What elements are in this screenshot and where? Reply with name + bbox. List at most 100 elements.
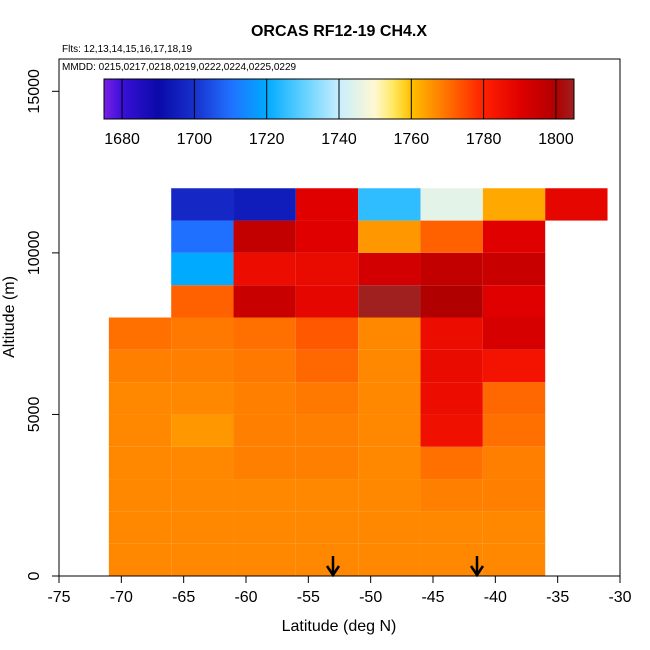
heatmap-cell [482, 382, 546, 415]
heatmap-cell [233, 543, 296, 576]
heatmap-cell [171, 285, 234, 318]
colorbar-tick-label: 1800 [538, 131, 574, 148]
heatmap-cell [420, 414, 483, 447]
heatmap-cells [108, 188, 608, 576]
heatmap-cell [420, 543, 483, 576]
heatmap-cell [295, 220, 359, 253]
heatmap-cell [171, 543, 234, 576]
heatmap-cell [358, 317, 421, 350]
colorbar-tick-label: 1740 [321, 131, 357, 148]
y-tick-label: 0 [26, 571, 43, 580]
heatmap-cell [482, 543, 546, 576]
heatmap-cell [295, 285, 359, 318]
heatmap-cell [482, 479, 546, 512]
heatmap-cell [108, 382, 172, 415]
heatmap-cell [233, 220, 296, 253]
heatmap-cell [420, 511, 483, 544]
heatmap-cell [108, 511, 172, 544]
heatmap-cell [295, 317, 359, 350]
x-tick-label: -30 [608, 589, 631, 606]
heatmap-cell [295, 511, 359, 544]
x-tick-label: -40 [484, 589, 507, 606]
heatmap-cell [358, 543, 421, 576]
heatmap-cell [358, 220, 421, 253]
heatmap-cell [358, 446, 421, 480]
arrow-markers [325, 556, 485, 578]
heatmap-cell [108, 543, 172, 576]
x-tick-label: -55 [297, 589, 320, 606]
heatmap-cell [171, 349, 234, 383]
heatmap-cell [108, 349, 172, 383]
heatmap-cell [233, 382, 296, 415]
arrow-marker [325, 556, 341, 578]
heatmap-cell [358, 382, 421, 415]
heatmap-cell [108, 414, 172, 447]
heatmap-cell [295, 479, 359, 512]
heatmap-cell [545, 188, 608, 221]
y-tick-label: 10000 [26, 231, 43, 276]
heatmap-cell [295, 382, 359, 415]
heatmap-cell [420, 252, 483, 286]
heatmap-cell [482, 285, 546, 318]
heatmap-cell [108, 317, 172, 350]
heatmap-cell [482, 349, 546, 383]
heatmap-cell [171, 220, 234, 253]
heatmap-cell [482, 511, 546, 544]
heatmap-cell [482, 220, 546, 253]
heatmap-cell [420, 382, 483, 415]
chart-title: ORCAS RF12-19 CH4.X [251, 23, 427, 40]
heatmap-cell [108, 446, 172, 480]
colorbar: 1680 1700 1720 1740 1760 1780 1800 [103, 78, 575, 148]
heatmap-cell [482, 317, 546, 350]
heatmap-cell [171, 446, 234, 480]
heatmap-cell [420, 317, 483, 350]
heatmap-cell [358, 188, 421, 221]
heatmap-cell [233, 479, 296, 512]
heatmap-cell [420, 188, 483, 221]
heatmap-cell [420, 220, 483, 253]
heatmap-cell [358, 414, 421, 447]
y-tick-label: 5000 [26, 397, 43, 433]
dates-note: MMDD: 0215,0217,0218,0219,0222,0224,0225… [62, 62, 297, 73]
heatmap-cell [482, 188, 546, 221]
arrow-marker [469, 556, 485, 578]
heatmap-cell [233, 414, 296, 447]
heatmap-cell [420, 479, 483, 512]
heatmap-cell [420, 285, 483, 318]
heatmap-cell [171, 511, 234, 544]
heatmap-cell [171, 479, 234, 512]
heatmap-cell [358, 285, 421, 318]
x-tick-label: -75 [47, 589, 70, 606]
heatmap-cell [420, 349, 483, 383]
heatmap-cell [171, 382, 234, 415]
colorbar-tick-label: 1700 [177, 131, 213, 148]
x-axis-label: Latitude (deg N) [282, 618, 397, 635]
x-tick-label: -60 [234, 589, 257, 606]
heatmap-cell [358, 252, 421, 286]
colorbar-tick-label: 1680 [104, 131, 140, 148]
heatmap-cell [295, 188, 359, 221]
heatmap-cell [233, 285, 296, 318]
y-tick-label: 15000 [26, 69, 43, 114]
flights-note: Flts: 12,13,14,15,16,17,18,19 [62, 44, 193, 55]
colorbar-tick-label: 1760 [394, 131, 430, 148]
axes: -75 -70 -65 -60 -55 -50 -45 -40 -35 -30 0 5000 10000… [26, 69, 632, 606]
x-tick-label: -35 [546, 589, 569, 606]
x-tick-label: -65 [172, 589, 195, 606]
heatmap-cell [233, 188, 296, 221]
heatmap-cell [358, 349, 421, 383]
heatmap-cell [295, 349, 359, 383]
heatmap-cell [358, 479, 421, 512]
x-tick-label: -70 [110, 589, 133, 606]
heatmap-cell [295, 446, 359, 480]
heatmap-cell [171, 252, 234, 286]
x-tick-label: -45 [421, 589, 444, 606]
heatmap-cell [295, 414, 359, 447]
colorbar-tick-label: 1720 [249, 131, 285, 148]
heatmap-cell [233, 349, 296, 383]
heatmap-cell [358, 511, 421, 544]
heatmap-cell [171, 414, 234, 447]
heatmap-cell [233, 252, 296, 286]
heatmap-cell [482, 446, 546, 480]
